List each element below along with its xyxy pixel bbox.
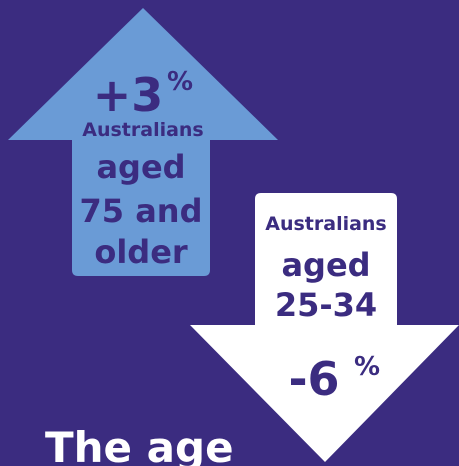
- down-arrow: [190, 193, 459, 462]
- up-line: aged: [96, 148, 185, 186]
- down-change: -6: [288, 352, 339, 406]
- up-change: +3: [93, 68, 164, 122]
- up-line: older: [94, 233, 188, 271]
- down-unit: %: [354, 352, 380, 382]
- up-unit: %: [167, 67, 193, 97]
- up-line: Australians: [82, 119, 204, 141]
- up-line: 75 and: [80, 192, 203, 230]
- down-line: Australians: [265, 213, 387, 235]
- down-line: 25-34: [275, 286, 377, 324]
- title: The age: [45, 423, 234, 466]
- up-arrow: [8, 8, 278, 276]
- down-line: aged: [281, 246, 370, 284]
